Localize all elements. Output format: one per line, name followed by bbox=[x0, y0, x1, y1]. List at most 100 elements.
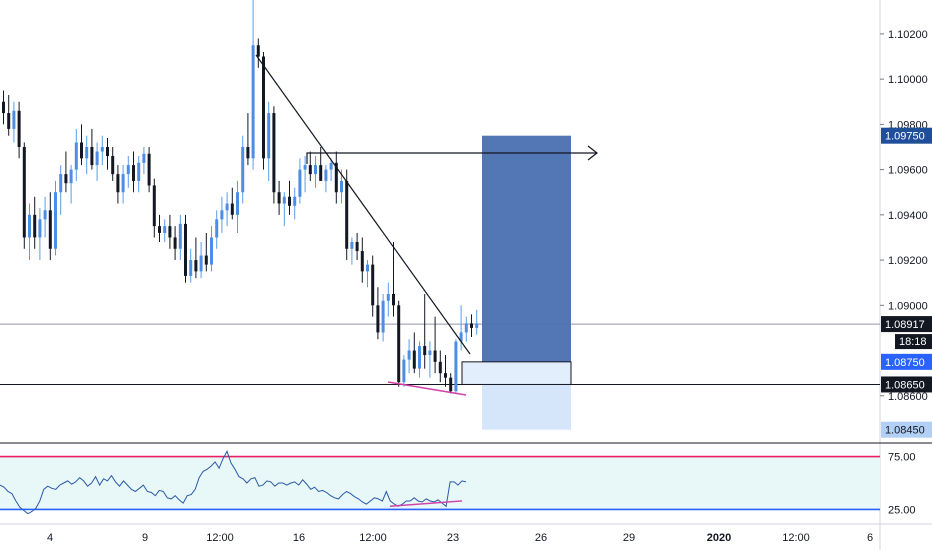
profit-zone bbox=[482, 135, 571, 362]
candle-body bbox=[319, 165, 323, 181]
candle-body bbox=[475, 323, 479, 328]
risk-zone bbox=[461, 361, 572, 385]
candle-body bbox=[106, 147, 109, 157]
candle-body bbox=[189, 260, 193, 276]
lower-zone bbox=[482, 384, 571, 430]
rsi-tick-label: 25.00 bbox=[888, 504, 916, 516]
countdown-bg bbox=[895, 334, 932, 350]
candle-body bbox=[204, 255, 208, 265]
candle-body bbox=[48, 210, 52, 249]
rsi-band bbox=[0, 456, 880, 510]
candle-body bbox=[178, 223, 182, 249]
candle-body bbox=[381, 300, 385, 333]
candle-body bbox=[69, 169, 73, 184]
candle-body bbox=[215, 219, 219, 238]
candle-body bbox=[459, 332, 463, 342]
candle-body bbox=[7, 113, 11, 129]
target-arrow-line[interactable] bbox=[306, 152, 597, 164]
candle-body bbox=[17, 110, 21, 147]
candle-body bbox=[28, 214, 31, 238]
candle-body bbox=[95, 151, 99, 166]
candle-body bbox=[288, 196, 291, 206]
candle-body bbox=[241, 147, 245, 193]
candle-body bbox=[80, 142, 83, 159]
price-tick-label: 1.08600 bbox=[888, 391, 928, 403]
time-tick-label: 16 bbox=[293, 532, 305, 544]
candle-body bbox=[173, 237, 177, 249]
candle-body bbox=[329, 162, 333, 170]
candle-body bbox=[33, 214, 37, 238]
candle-body bbox=[137, 162, 141, 181]
candle-body bbox=[158, 226, 161, 233]
candle-body bbox=[43, 210, 47, 220]
divergence-line-rsi[interactable] bbox=[389, 500, 463, 507]
candle-body bbox=[210, 237, 213, 265]
divergence-line-price[interactable] bbox=[387, 381, 467, 396]
candle-body bbox=[438, 361, 442, 374]
candle-body bbox=[407, 350, 411, 360]
candle-body bbox=[220, 210, 224, 220]
candle-body bbox=[194, 260, 198, 272]
candle-body bbox=[147, 153, 151, 186]
candle-body bbox=[54, 192, 57, 249]
candle-body bbox=[464, 323, 468, 333]
candle-body bbox=[132, 165, 135, 181]
candle-body bbox=[199, 255, 203, 272]
candle-body bbox=[12, 110, 16, 129]
candle-body bbox=[74, 142, 78, 170]
candle-body bbox=[314, 165, 317, 175]
candle-body bbox=[116, 174, 120, 193]
candle-body bbox=[2, 101, 5, 114]
target-price-tag-bg bbox=[881, 127, 932, 144]
candle-body bbox=[402, 359, 406, 383]
price-tick-label: 1.09000 bbox=[888, 300, 928, 312]
candle-body bbox=[376, 305, 380, 333]
candle-body bbox=[236, 192, 239, 215]
candle-body bbox=[38, 219, 42, 238]
candle-body bbox=[470, 323, 473, 328]
candle-body bbox=[163, 226, 167, 233]
candle-body bbox=[428, 350, 432, 356]
trend-line[interactable] bbox=[255, 54, 471, 355]
candle-body bbox=[85, 147, 89, 159]
entry-price-tag-bg bbox=[881, 353, 932, 370]
entry-price-tag: 1.08750 bbox=[885, 357, 925, 369]
time-tick-label: 6 bbox=[867, 532, 873, 544]
candle-body bbox=[298, 169, 302, 197]
candle-body bbox=[100, 147, 104, 152]
candle-body bbox=[345, 180, 349, 249]
candle-body bbox=[366, 264, 369, 272]
last-price-tag: 1.08917 bbox=[885, 319, 925, 331]
candle-body bbox=[324, 169, 328, 181]
time-tick-label: 23 bbox=[447, 532, 459, 544]
candle-body bbox=[449, 377, 453, 392]
time-tick-label: 26 bbox=[535, 532, 547, 544]
candle-body bbox=[277, 192, 281, 204]
candle-body bbox=[433, 350, 437, 362]
candle-body bbox=[126, 165, 130, 175]
candle-body bbox=[246, 147, 250, 159]
candle-body bbox=[282, 196, 286, 204]
stop-price-tag-bg bbox=[881, 376, 932, 393]
candle-body bbox=[225, 203, 229, 211]
candle-body bbox=[168, 226, 172, 238]
candle-body bbox=[22, 147, 26, 238]
candle-body bbox=[111, 156, 115, 175]
price-tick-label: 1.09400 bbox=[888, 210, 928, 222]
price-tick-label: 1.10000 bbox=[888, 74, 928, 86]
countdown-label: 18:18 bbox=[899, 336, 927, 348]
price-tick-label: 1.09200 bbox=[888, 255, 928, 267]
price-tick-label: 1.10200 bbox=[888, 29, 928, 41]
candle-body bbox=[184, 223, 187, 276]
candle-body bbox=[152, 185, 156, 227]
candle-body bbox=[121, 174, 125, 193]
candle-body bbox=[386, 294, 390, 301]
candle-body bbox=[267, 113, 271, 159]
candle-body bbox=[340, 180, 343, 193]
time-tick-label: 29 bbox=[623, 532, 635, 544]
lower-zone-price-tag: 1.08450 bbox=[885, 425, 925, 437]
candle-body bbox=[423, 346, 427, 356]
candle-body bbox=[360, 251, 364, 272]
time-tick-label: 12:00 bbox=[782, 532, 810, 544]
